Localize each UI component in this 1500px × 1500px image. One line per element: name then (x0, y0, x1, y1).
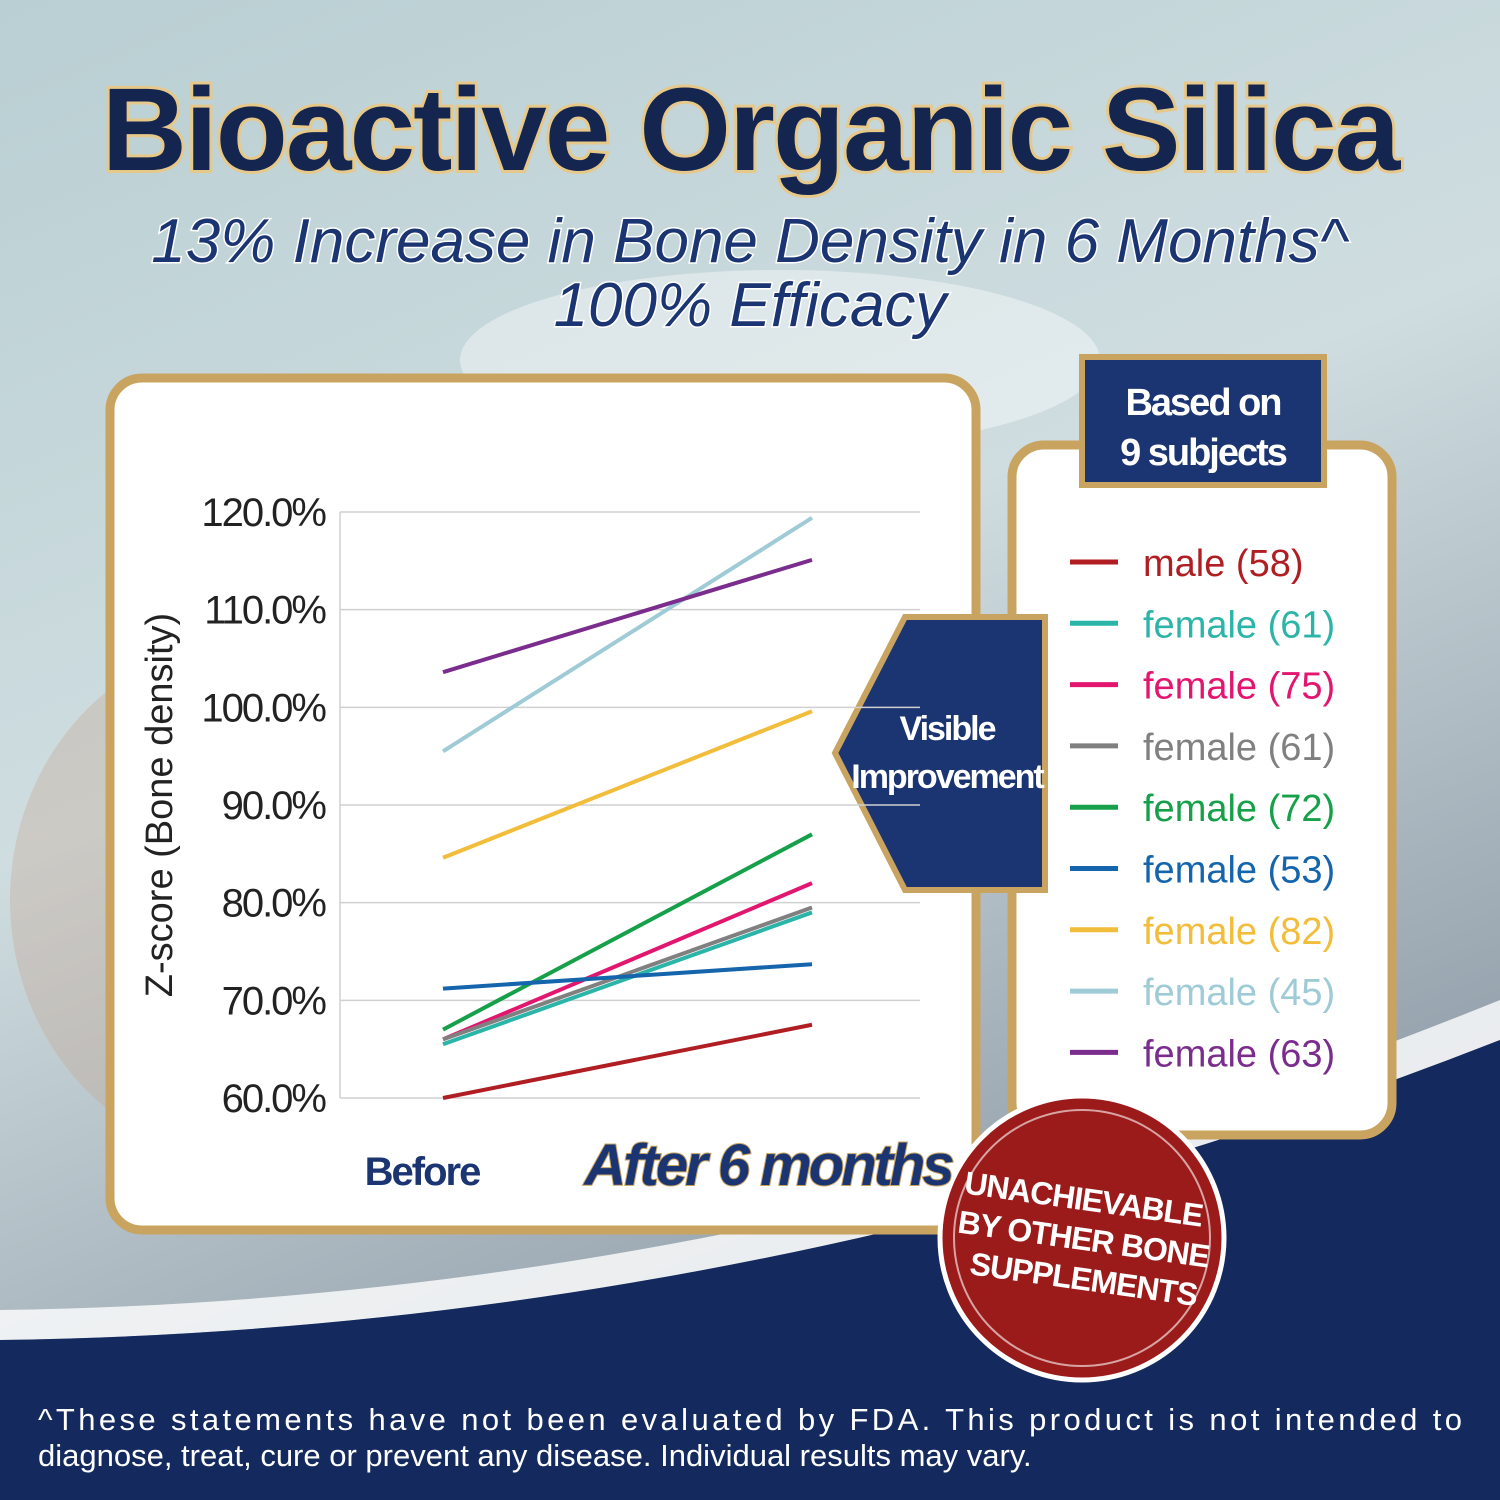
x-tick-label: Before (365, 1150, 480, 1194)
legend-label: female (61) (1143, 604, 1335, 646)
y-axis-label: Z-score (Bone density) (139, 613, 181, 997)
legend-label: female (53) (1143, 850, 1335, 892)
y-tick-label: 80.0% (222, 882, 327, 926)
improvement-badge (831, 614, 1048, 893)
wave-highlight (0, 1000, 1500, 1340)
subjects-text: 9 subjects (1120, 432, 1287, 474)
x-tick-label: After 6 months (582, 1133, 953, 1198)
improvement-text: Visible (900, 710, 996, 748)
legend-label: male (58) (1143, 543, 1304, 585)
legend-label: female (75) (1143, 666, 1335, 708)
legend-label: female (45) (1143, 972, 1335, 1014)
subtitle: 13% Increase in Bone Density in 6 Months… (151, 207, 1349, 276)
legend-label: female (61) (1143, 727, 1335, 769)
disclaimer: diagnose, treat, cure or prevent any dis… (38, 1438, 1032, 1473)
series-line (442, 557, 813, 675)
content: Bioactive Organic Silica 13% Increase in … (38, 61, 1462, 1473)
series-line (442, 1022, 813, 1100)
y-tick-label: 110.0% (204, 589, 326, 633)
subjects-text: Based on (1125, 382, 1280, 424)
y-tick-label: 60.0% (222, 1077, 327, 1121)
legend-label: female (72) (1143, 788, 1335, 830)
improvement-text: Improvement (851, 758, 1044, 796)
title: Bioactive Organic Silica (102, 64, 1402, 196)
legend-label: female (63) (1143, 1033, 1335, 1075)
seal-ring (953, 1109, 1211, 1367)
seal (937, 1093, 1227, 1383)
wave (0, 1040, 1500, 1500)
y-tick-label: 90.0% (222, 784, 327, 828)
series-line (442, 881, 813, 1042)
y-tick-label: 70.0% (222, 979, 327, 1023)
y-tick-label: 120.0% (201, 491, 326, 535)
y-tick-label: 100.0% (201, 686, 326, 730)
subjects-badge (1079, 354, 1327, 488)
series-line (442, 832, 813, 1032)
series-line (442, 962, 813, 991)
series-line (441, 516, 814, 753)
series-line (442, 905, 813, 1042)
subtitle: 100% Efficacy (554, 271, 951, 340)
disclaimer: ^These statements have not been evaluate… (38, 1402, 1462, 1437)
series-line (442, 709, 813, 860)
legend-label: female (82) (1143, 911, 1335, 953)
